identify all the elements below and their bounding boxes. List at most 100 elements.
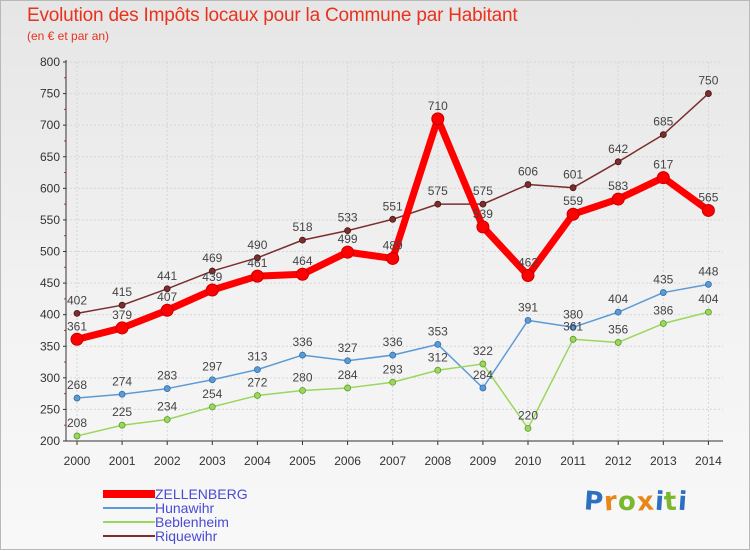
data-label: 280 [292,370,312,384]
data-label: 489 [383,238,403,252]
data-label: 462 [518,256,538,270]
data-label: 642 [608,142,628,156]
data-label: 448 [698,264,718,278]
data-point [118,390,126,398]
data-label: 606 [518,165,538,179]
x-tick-label: 2004 [244,454,271,468]
legend-item: Beblenheim [103,514,343,530]
legend-swatch [103,535,155,537]
data-point [73,432,81,440]
legend-item: Riquewihr [103,528,343,544]
data-point [118,421,126,429]
data-label: 274 [112,374,132,388]
data-point [569,184,577,192]
data-point [434,200,442,208]
y-tick-label: 700 [40,118,60,132]
data-point [296,267,309,281]
data-point [566,207,580,221]
data-point [614,158,622,166]
data-label: 533 [338,211,358,225]
data-label: 441 [157,269,177,283]
data-point [208,267,216,275]
legend-swatch [103,507,155,509]
data-label: 439 [202,270,222,284]
data-label: 551 [383,199,403,213]
data-point [614,308,622,316]
data-point [611,192,625,206]
data-point [614,339,622,346]
chart-subtitle: (en € et par an) [27,29,110,43]
data-point [434,366,442,374]
data-point [253,392,261,399]
data-point [115,321,129,335]
data-point [705,280,712,288]
data-label: 336 [383,335,403,349]
x-tick-label: 2010 [515,454,542,468]
chart-title: Evolution des Impôts locaux pour la Comm… [27,5,518,26]
legend-label: Riquewihr [155,528,218,544]
legend-label: Beblenheim [155,514,229,530]
data-point [118,301,126,309]
data-point [163,285,171,293]
y-tick-label: 350 [40,339,60,353]
data-label: 583 [608,179,628,193]
y-tick-label: 550 [40,213,60,227]
data-point [701,203,715,217]
y-tick-label: 300 [40,371,60,385]
data-label: 312 [428,350,448,364]
data-label: 380 [563,307,583,321]
data-point [569,323,577,331]
data-point [386,251,400,265]
data-point [389,351,397,359]
data-point [73,394,81,402]
data-point [569,335,577,343]
data-label: 361 [67,319,87,333]
data-point [659,289,667,296]
data-label: 575 [428,184,448,198]
logo-letter: P [582,486,606,518]
data-point [299,387,306,394]
data-point [344,357,352,365]
legend-label: Hunawihr [155,500,215,516]
data-label: 461 [247,256,267,270]
data-label: 234 [157,400,177,414]
legend-label: ZELLENBERG [155,486,248,502]
data-label: 499 [338,232,358,246]
data-label: 391 [518,300,538,314]
x-tick-label: 2008 [424,454,451,468]
data-point [524,424,532,432]
data-label: 356 [608,322,628,336]
x-tick-label: 2013 [650,454,677,468]
data-point [299,236,306,244]
data-point [389,215,397,223]
data-point [521,269,535,283]
data-label: 575 [473,184,493,198]
y-tick-label: 400 [40,308,60,322]
y-tick-label: 500 [40,245,60,259]
logo-letter: o [616,486,638,518]
data-label: 283 [157,369,177,383]
data-point [434,340,442,348]
data-label: 402 [67,293,87,307]
data-point [476,220,490,234]
y-tick-label: 600 [40,181,60,195]
data-point [659,131,667,139]
data-labels: 361 379 407 439 461 464 499 489 710 539 462 559 583 6… [67,74,719,430]
data-label: 353 [428,324,448,338]
data-point [344,227,352,235]
data-label: 490 [247,238,267,252]
data-label: 464 [292,254,312,268]
data-label: 407 [157,290,177,304]
x-tick-label: 2005 [289,454,316,468]
legend-swatch [103,521,155,523]
x-tick-label: 2009 [470,454,497,468]
data-label: 208 [67,416,87,430]
data-point [524,316,532,324]
data-label: 313 [247,350,267,364]
data-label: 379 [112,308,132,322]
proxiti-logo: Proxiti [582,486,689,518]
x-tick-label: 2012 [605,454,632,468]
data-label: 284 [473,368,493,382]
